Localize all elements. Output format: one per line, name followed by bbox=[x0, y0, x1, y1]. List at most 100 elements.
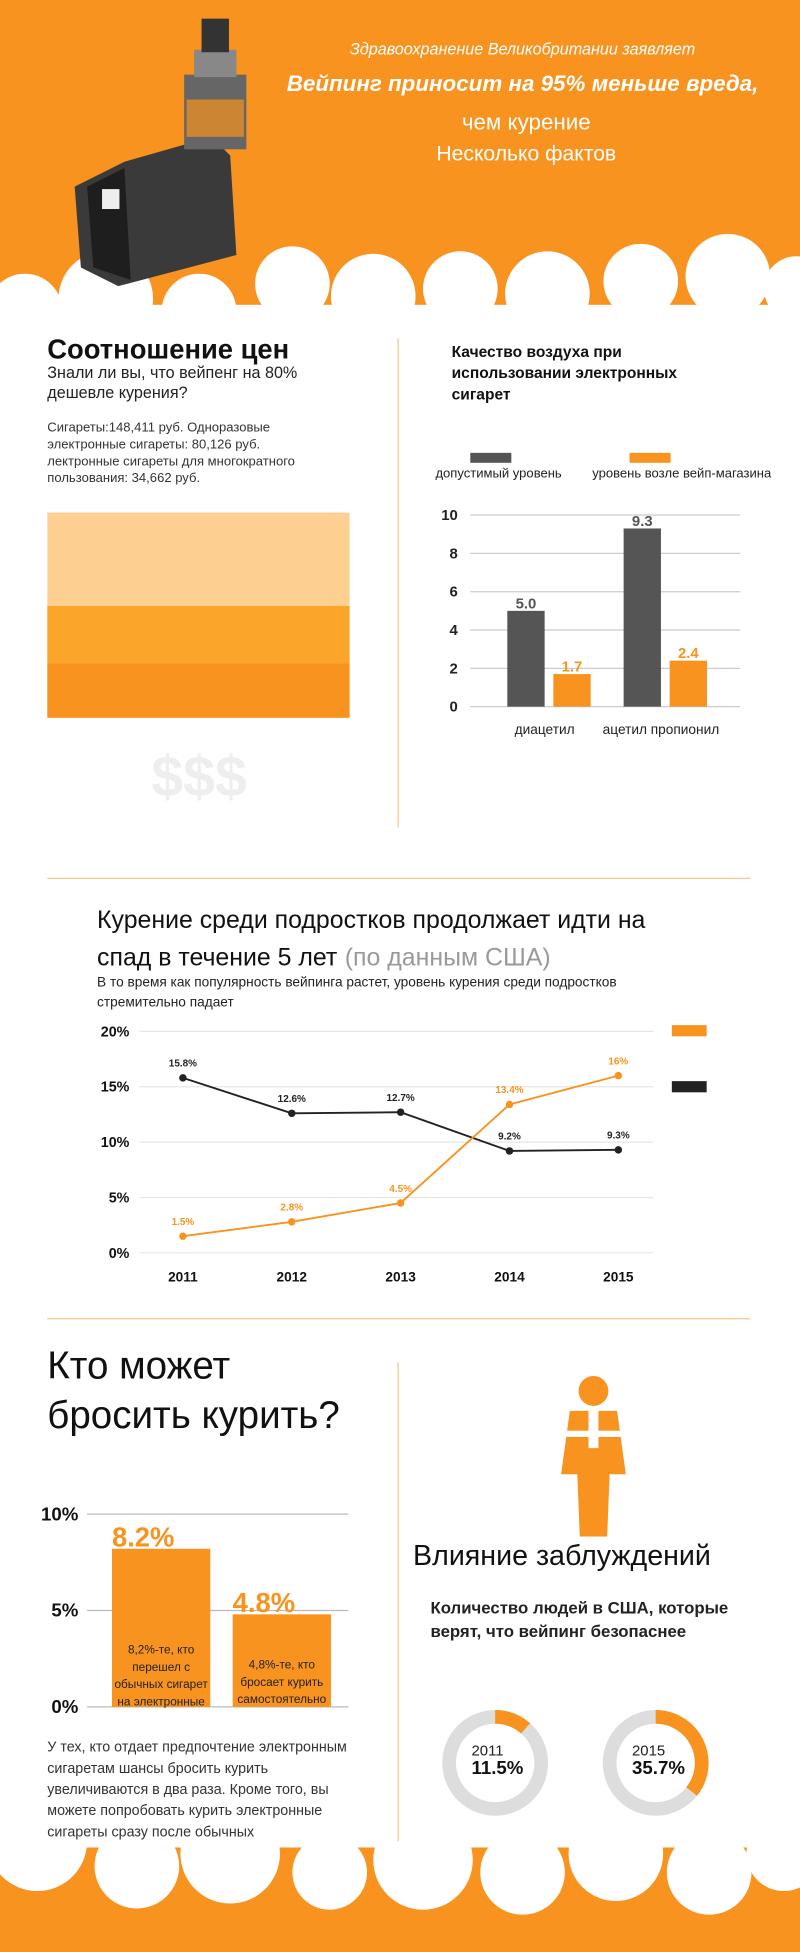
point bbox=[505, 1147, 514, 1155]
vape-device bbox=[74, 18, 247, 287]
bar bbox=[111, 1548, 211, 1707]
value-label: 12.6% bbox=[278, 1094, 306, 1105]
value-label: 1.7 bbox=[562, 659, 583, 676]
y-tick-label: 0% bbox=[51, 1696, 78, 1717]
value-label: 5.0 bbox=[516, 595, 537, 612]
bar bbox=[232, 1614, 331, 1707]
bar bbox=[669, 660, 707, 707]
donut-value: 11.5% bbox=[472, 1757, 524, 1778]
y-tick-label: 4 bbox=[450, 622, 459, 639]
x-tick-label: диацетил bbox=[515, 722, 575, 737]
point bbox=[179, 1074, 187, 1082]
note-text: увеличиваются в два раза. Кроме того, вы bbox=[47, 1782, 328, 1798]
donut-category: 2015 bbox=[632, 1742, 665, 1759]
value-label: 2.4 bbox=[678, 645, 699, 662]
bar-caption: 8,2%-те, кто bbox=[128, 1642, 195, 1656]
y-tick-label: 20% bbox=[101, 1024, 130, 1040]
note-text: сигаретам шансы бросить курить bbox=[47, 1761, 268, 1777]
value-label: 12.7% bbox=[387, 1093, 415, 1104]
chart-title: Кто может bbox=[47, 1344, 230, 1387]
header-line: Здравоохранение Великобритании заявляет bbox=[350, 41, 695, 59]
bar bbox=[507, 610, 545, 707]
header-line: Вейпинг приносит на 95% меньше вреда, bbox=[287, 71, 759, 96]
value-label: 4.8% bbox=[233, 1587, 295, 1618]
price-band bbox=[47, 512, 350, 606]
subtitle: В то время как популярность вейпинга рас… bbox=[97, 975, 617, 990]
y-tick-label: 8 bbox=[450, 545, 458, 562]
legend-swatch bbox=[470, 452, 512, 463]
legend-swatch bbox=[629, 452, 671, 463]
y-tick-label: 10% bbox=[101, 1135, 130, 1151]
legend-label: допустимый уровень bbox=[435, 466, 561, 481]
donut-category: 2011 bbox=[472, 1742, 504, 1759]
legend-swatch bbox=[671, 1025, 707, 1037]
x-tick-label: ацетил пропионил bbox=[603, 722, 720, 737]
detail-text: электронные сигареты: 80,126 руб. bbox=[47, 436, 260, 451]
subtitle: Знали ли вы, что вейпенг на 80% bbox=[47, 364, 297, 382]
y-tick-label: 5% bbox=[51, 1600, 78, 1621]
bar-caption: 4,8%-те, кто bbox=[249, 1657, 316, 1671]
header-line: чем курение bbox=[462, 109, 591, 134]
value-label: 2.8% bbox=[280, 1203, 303, 1214]
x-tick-label: 2013 bbox=[385, 1269, 416, 1284]
y-tick-label: 15% bbox=[101, 1080, 130, 1096]
subtitle: верят, что вейпинг безопаснее bbox=[430, 1622, 686, 1641]
donut-arc bbox=[494, 1710, 531, 1734]
bar-caption: обычных сигарет bbox=[114, 1677, 208, 1691]
point bbox=[288, 1109, 296, 1118]
x-tick-label: 2012 bbox=[277, 1269, 308, 1284]
chart-title: сигарет bbox=[452, 386, 511, 403]
chart-title: использовании электронных bbox=[452, 365, 678, 382]
value-label: 8.2% bbox=[112, 1521, 174, 1552]
detail-text: пользования: 34,662 руб. bbox=[47, 470, 200, 485]
point bbox=[396, 1108, 405, 1116]
value-label: 9.3% bbox=[607, 1131, 630, 1142]
bar-caption: перешел с bbox=[132, 1660, 190, 1674]
price-band bbox=[47, 605, 350, 664]
note-text: сигареты сразу после обычных bbox=[47, 1824, 254, 1840]
bar-caption: на электронные bbox=[117, 1695, 205, 1709]
y-tick-label: 0 bbox=[450, 699, 458, 716]
bar-caption: бросает курить bbox=[240, 1675, 323, 1689]
title-note: (по данным США) bbox=[345, 943, 551, 971]
dollar-symbol: $$$ bbox=[151, 745, 247, 809]
section-title: Соотношение цен bbox=[47, 333, 289, 364]
x-tick-label: 2015 bbox=[603, 1269, 634, 1284]
chart-title: спад в течение 5 лет bbox=[97, 943, 337, 971]
value-label: 1.5% bbox=[172, 1217, 195, 1228]
price-band bbox=[47, 663, 350, 718]
point bbox=[288, 1218, 296, 1226]
value-label: 4.5% bbox=[389, 1184, 412, 1195]
bar bbox=[623, 528, 661, 707]
point bbox=[179, 1232, 187, 1240]
chart-title: бросить курить? bbox=[47, 1394, 340, 1437]
x-tick-label: 2011 bbox=[168, 1269, 198, 1284]
y-tick-label: 0% bbox=[109, 1246, 130, 1262]
y-tick-label: 6 bbox=[450, 584, 458, 601]
value-label: 16% bbox=[608, 1056, 628, 1067]
note-text: можете попробовать курить электронные bbox=[47, 1803, 322, 1819]
note-text: У тех, кто отдает предпочтение электронн… bbox=[47, 1740, 347, 1756]
donut-arc bbox=[655, 1710, 709, 1796]
point bbox=[614, 1146, 623, 1154]
subtitle: стремительно падает bbox=[97, 994, 234, 1009]
value-label: 13.4% bbox=[495, 1085, 523, 1096]
chart-title: Качество воздуха при bbox=[452, 344, 622, 361]
legend-swatch bbox=[671, 1081, 707, 1093]
chart-title: Влияние заблуждений bbox=[413, 1540, 711, 1572]
y-tick-label: 5% bbox=[109, 1190, 130, 1206]
bar bbox=[553, 674, 591, 707]
point bbox=[505, 1100, 514, 1109]
y-tick-label: 10 bbox=[441, 507, 458, 524]
donut-value: 35.7% bbox=[632, 1757, 685, 1778]
value-label: 15.8% bbox=[169, 1059, 197, 1070]
value-label: 9.3 bbox=[632, 513, 653, 530]
point bbox=[614, 1071, 623, 1080]
bar-caption: самостоятельно bbox=[237, 1692, 326, 1706]
detail-text: Сигареты:148,411 руб. Одноразовые bbox=[47, 420, 270, 435]
dividers bbox=[47, 338, 751, 1842]
value-label: 9.2% bbox=[498, 1132, 521, 1143]
subtitle: дешевле курения? bbox=[47, 384, 187, 402]
